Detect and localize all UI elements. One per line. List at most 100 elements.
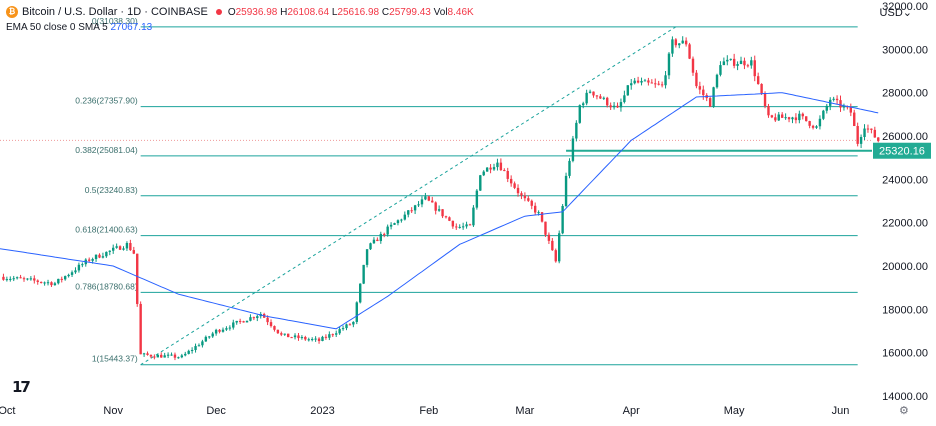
y-axis[interactable]: 14000.00 16000.00 18000.00 20000.00 22000.00… (882, 1, 928, 403)
indicator-value: 27067.13 (110, 22, 153, 33)
candle-body (537, 212, 540, 214)
candle-body (516, 187, 520, 194)
candle-body (856, 126, 859, 144)
candle-body (554, 250, 557, 262)
candle-body (756, 76, 760, 84)
candle-body (698, 86, 702, 90)
candle-body (362, 264, 365, 284)
candle-body (612, 105, 616, 108)
candle-body (112, 247, 115, 251)
candle-body (472, 207, 475, 226)
market-status-dot (215, 9, 222, 15)
symbol-title[interactable]: Bitcoin / U.S. Dollar · 1D · COINBASE (22, 6, 208, 18)
candle-body (156, 354, 160, 358)
candle-body (750, 60, 753, 66)
candle-body (115, 246, 118, 248)
candle-body (286, 333, 290, 338)
candle-body (94, 254, 98, 260)
fibonacci-retracement[interactable]: 0(31038.30) 0.236(27357.90) 0.382(25081.04… (75, 16, 858, 366)
candle-body (465, 224, 468, 227)
support-line-group[interactable]: 25320.16 (566, 142, 931, 159)
candle-body (26, 278, 29, 280)
x-tick-label: May (724, 405, 745, 417)
x-tick-label: Oct (0, 405, 15, 417)
currency-label[interactable]: USD⌄ (879, 7, 912, 19)
candle-body (232, 322, 235, 328)
candle-body (427, 196, 431, 201)
candle-body (708, 98, 712, 107)
settings-icon[interactable]: ⚙ (899, 404, 909, 417)
candle-body (801, 113, 804, 117)
candle-body (365, 249, 369, 265)
candle-body (664, 75, 667, 86)
candle-body (245, 320, 249, 323)
candle-body (485, 167, 489, 172)
candle-body (149, 354, 153, 357)
candle-body (582, 103, 585, 106)
candle-body (609, 105, 612, 108)
candle-body (184, 353, 187, 356)
candle-body (873, 129, 877, 138)
candle-body (660, 84, 664, 86)
candle-body (822, 110, 825, 119)
candle-body (331, 334, 334, 336)
candle-body (139, 303, 142, 355)
candle-body (825, 105, 828, 111)
candle-body (805, 116, 808, 122)
candle-body (441, 209, 444, 217)
candle-body (420, 199, 424, 205)
candle-body (74, 270, 77, 273)
candle-body (503, 170, 506, 172)
tradingview-logo-icon[interactable]: 17 (12, 378, 31, 396)
fib-level-label: 1(15443.37) (92, 354, 138, 364)
candle-body (736, 64, 739, 66)
candle-body (592, 91, 595, 96)
fib-level-label: 0.618(21400.63) (75, 225, 138, 235)
fib-level-label: 0.786(18780.68) (75, 281, 138, 291)
candle-body (256, 316, 259, 319)
candle-body (15, 277, 19, 279)
candle-body (787, 117, 791, 120)
candle-body (479, 175, 482, 191)
candle-body (63, 276, 67, 280)
candle-body (606, 97, 609, 106)
candle-body (564, 175, 568, 207)
candle-body (310, 339, 314, 341)
candle-body (623, 95, 626, 103)
candle-body (177, 357, 180, 359)
indicator-legend[interactable]: EMA 50 close 0 SMA 5 27067.13 (6, 22, 152, 33)
candle-body (417, 204, 420, 206)
candle-body (335, 333, 338, 335)
candle-body (77, 264, 81, 271)
candle-body (170, 354, 173, 356)
candle-body (393, 223, 396, 225)
candle-body (832, 98, 835, 100)
candle-body (523, 195, 527, 199)
candle-body (2, 276, 5, 280)
candle-body (70, 272, 74, 275)
candle-body (424, 196, 427, 200)
candle-body (153, 356, 156, 358)
candle-body (557, 233, 561, 262)
candle-body (619, 102, 623, 108)
candle-body (489, 167, 492, 170)
y-tick-label: 28000.00 (882, 88, 928, 100)
candle-body (448, 217, 451, 221)
candle-body (235, 320, 238, 323)
candle-body (551, 240, 554, 251)
candle-body (849, 107, 853, 113)
candle-body (352, 321, 355, 325)
candle-body (166, 354, 170, 356)
candle-body (57, 278, 60, 284)
candle-body (118, 246, 122, 250)
x-tick-label: Jun (832, 405, 850, 417)
candle-body (784, 117, 787, 119)
x-axis[interactable]: Oct Nov Dec 2023 Feb Mar Apr May Jun (0, 405, 849, 417)
candle-body (180, 355, 184, 358)
candle-body (774, 117, 777, 121)
candle-body (509, 178, 513, 184)
x-tick-label: Dec (206, 405, 226, 417)
candle-body (252, 317, 256, 319)
candle-body (688, 44, 691, 59)
